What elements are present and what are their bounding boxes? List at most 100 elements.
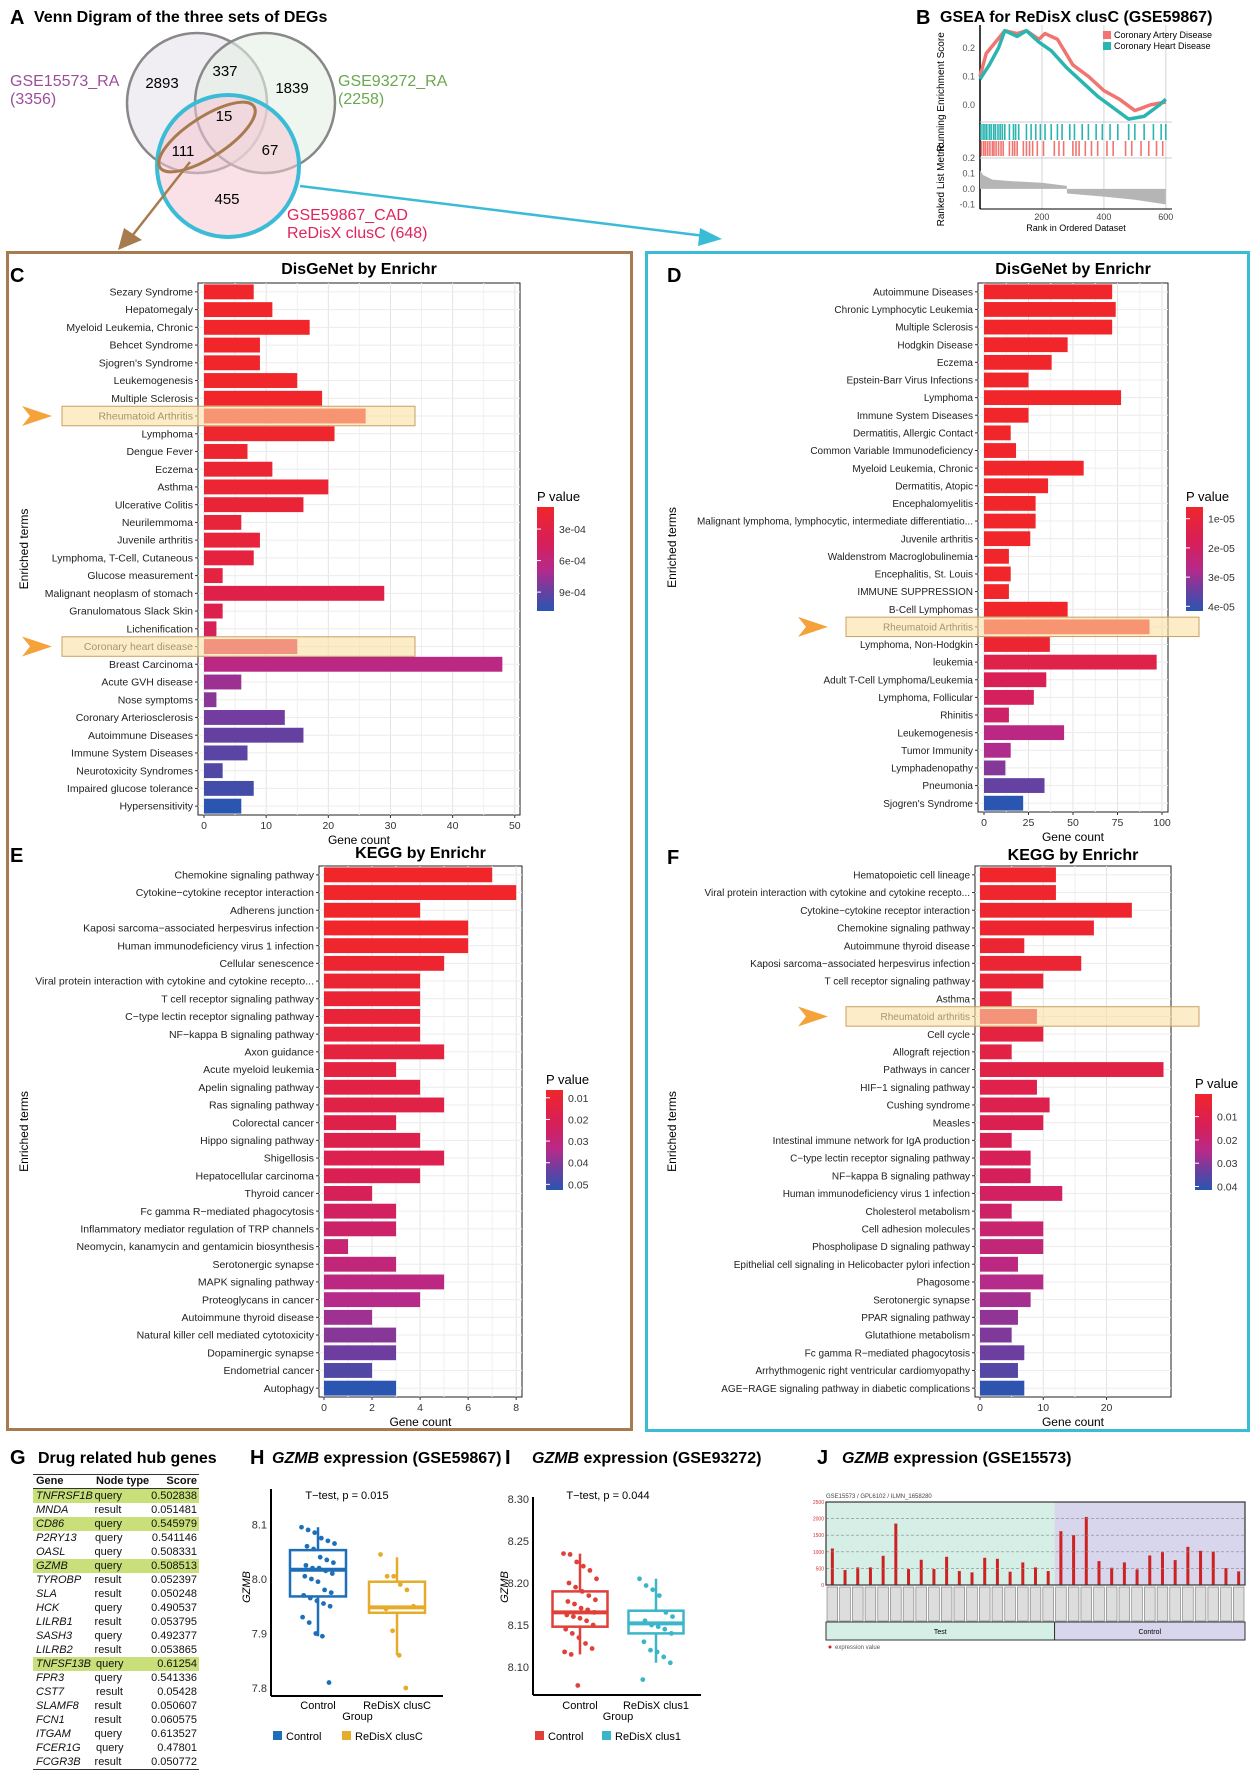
term-label: Apelin signaling pathway — [198, 1082, 314, 1094]
node-type-cell: result — [94, 1504, 122, 1516]
x-axis-label: Rank in Ordered Dataset — [1026, 223, 1126, 233]
table-header: Gene Node type Score — [33, 1475, 199, 1489]
bar — [980, 1363, 1018, 1378]
data-point — [579, 1589, 585, 1594]
data-point — [562, 1649, 567, 1655]
score-cell: 0.053795 — [151, 1616, 197, 1628]
table-row: MNDA result 0.051481 — [33, 1503, 199, 1517]
title-rest: expression (GSE93272) — [579, 1450, 761, 1467]
data-point — [301, 1592, 307, 1598]
x-tick-label: 50 — [1067, 817, 1079, 829]
table-row: FCN1 result 0.060575 — [33, 1713, 199, 1727]
term-label: Kaposi sarcoma−associated herpesvirus in… — [83, 923, 314, 935]
data-point — [637, 1576, 642, 1582]
bar — [204, 337, 260, 353]
title-rest: expression (GSE15573) — [889, 1450, 1071, 1467]
term-label: Cholesterol metabolism — [866, 1207, 971, 1218]
data-point — [318, 1535, 324, 1541]
gene-cell: LILRB2 — [36, 1644, 73, 1656]
term-label: Cell cycle — [927, 1030, 970, 1041]
y-axis-label: GZMB — [499, 1571, 511, 1603]
expression-bar — [1135, 1569, 1139, 1585]
bar — [980, 1168, 1031, 1184]
term-label: Serotonergic synapse — [873, 1295, 970, 1306]
expression-bar — [1034, 1567, 1037, 1585]
bar — [984, 284, 1113, 300]
data-point — [306, 1620, 312, 1625]
score-cell: 0.545979 — [151, 1518, 197, 1530]
term-label: Hodgkin Disease — [897, 340, 973, 351]
score-cell: 0.051481 — [151, 1504, 197, 1516]
term-label: Immune System Diseases — [857, 411, 973, 422]
term-label: Leukemogenesis — [897, 728, 973, 739]
panel-d-letter: D — [667, 265, 681, 287]
sample-label-box — [1118, 1586, 1131, 1622]
sample-label-box — [890, 1586, 902, 1622]
bar — [980, 1026, 1044, 1042]
term-label: Lymphoma — [924, 393, 974, 404]
y-tick-label: 8.25 — [508, 1536, 529, 1548]
data-point — [378, 1552, 383, 1557]
highlight-box — [845, 616, 1200, 638]
panel-b-letter: B — [916, 7, 930, 29]
node-type-cell: query — [94, 1518, 123, 1530]
bar — [984, 390, 1122, 406]
sample-label-box — [877, 1586, 889, 1622]
data-point — [655, 1624, 661, 1630]
title-rest: expression (GSE59867) — [319, 1450, 501, 1467]
gene-cell: SLA — [36, 1588, 57, 1600]
term-label: T cell receptor signaling pathway — [161, 993, 314, 1005]
sample-label-box — [915, 1586, 927, 1622]
bar — [980, 1380, 1025, 1396]
panel-c-letter: C — [10, 265, 24, 287]
legend-swatch — [273, 1731, 282, 1740]
x-tick-label: 4 — [417, 1402, 423, 1414]
bar — [980, 1274, 1044, 1290]
term-label: IMMUNE SUPPRESSION — [857, 587, 973, 598]
legend-label: expression value — [835, 1645, 881, 1651]
term-label: Hematopoietic cell lineage — [853, 870, 970, 881]
term-label: Cushing syndrome — [887, 1101, 971, 1112]
x-tick-label: ReDisX clusC — [363, 1700, 431, 1712]
bar — [324, 1132, 421, 1148]
bar — [980, 1345, 1025, 1361]
y-axis-label: Enriched terms — [665, 1091, 679, 1172]
x-tick-label: 25 — [1023, 817, 1035, 829]
expression-bar — [856, 1567, 860, 1585]
column-header: Score — [166, 1475, 197, 1487]
term-label: Epithelial cell signaling in Helicobacte… — [734, 1260, 970, 1271]
p-value-colorbar — [1186, 507, 1203, 611]
panel-f-letter: F — [667, 847, 679, 869]
gene-name: GZMB — [272, 1450, 319, 1467]
data-point — [571, 1614, 576, 1619]
bar — [980, 938, 1025, 954]
data-point — [321, 1601, 326, 1606]
y-tick-label: 1500 — [813, 1533, 824, 1539]
bar — [980, 1044, 1012, 1060]
panel-j-title: GZMB expression (GSE15573) — [842, 1450, 1071, 1467]
term-label: Neomycin, kanamycin and gentamicin biosy… — [76, 1241, 314, 1253]
term-label: Myeloid Leukemia, Chronic — [852, 464, 973, 475]
term-label: Multiple Sclerosis — [895, 323, 973, 334]
sample-label-box — [979, 1586, 991, 1622]
term-label: PPAR signaling pathway — [861, 1313, 970, 1324]
bar — [324, 920, 469, 936]
expression-bar — [1237, 1571, 1241, 1585]
y-tick-label: 0.0 — [962, 100, 975, 110]
data-point — [663, 1610, 669, 1615]
term-label: Asthma — [936, 994, 970, 1005]
term-label: Inflammatory mediator regulation of TRP … — [80, 1223, 314, 1235]
bar — [324, 938, 469, 954]
bar — [984, 302, 1116, 317]
data-point — [325, 1538, 331, 1544]
bar — [324, 991, 421, 1007]
panel-g-title: Drug related hub genes — [38, 1450, 217, 1467]
highlight-box — [61, 636, 416, 657]
data-point — [396, 1652, 402, 1658]
term-label: Malignant neoplasm of stomach — [45, 588, 193, 600]
data-point — [397, 1582, 403, 1587]
bar — [980, 1327, 1012, 1343]
bar — [980, 991, 1012, 1007]
sample-label-box — [966, 1586, 978, 1622]
data-point — [327, 1603, 333, 1609]
